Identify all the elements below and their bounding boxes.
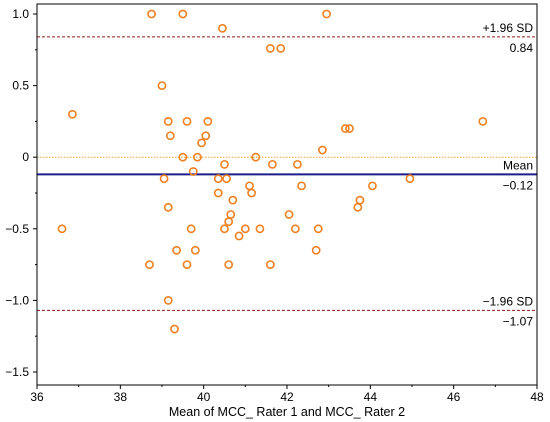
- data-point: [322, 9, 331, 19]
- x-tick-label: 46: [447, 390, 461, 404]
- plot-frame: [36, 3, 538, 386]
- data-point: [318, 145, 327, 155]
- data-point: [163, 202, 173, 212]
- data-point: [228, 195, 238, 205]
- data-point: [68, 109, 77, 119]
- y-tick-label: 0: [22, 150, 29, 164]
- data-point: [182, 260, 192, 269]
- data-point: [276, 43, 286, 53]
- data-point: [355, 195, 365, 205]
- reference-line-labels: +1.96 SD 0.84 Mean −0.12 −1.96 SD −1.07: [483, 21, 534, 329]
- data-point: [201, 131, 211, 141]
- data-point: [145, 260, 154, 269]
- data-point: [265, 43, 275, 53]
- data-point: [172, 245, 181, 255]
- y-tick-label: 0.5: [12, 79, 29, 93]
- data-point: [234, 231, 244, 241]
- data-point: [163, 295, 173, 305]
- data-point: [57, 224, 67, 234]
- data-points: [57, 9, 488, 334]
- data-point: [290, 224, 300, 234]
- data-point: [222, 174, 231, 184]
- data-point: [345, 124, 354, 133]
- y-tick-label: −0.5: [5, 222, 29, 236]
- x-axis-label: Mean of MCC_ Rater 1 and MCC_ Rater 2: [169, 405, 405, 419]
- upper-limit-label-bottom: 0.84: [510, 41, 534, 55]
- data-point: [170, 324, 179, 334]
- data-point: [284, 210, 294, 219]
- x-tick-label: 42: [280, 390, 294, 404]
- mean-label-bottom: −0.12: [503, 178, 534, 192]
- x-tick-label: 48: [530, 390, 544, 404]
- data-point: [265, 260, 275, 269]
- x-tick-label: 40: [197, 390, 211, 404]
- data-point: [297, 181, 306, 191]
- lower-limit-label-top: −1.96 SD: [483, 294, 534, 308]
- data-point: [224, 217, 234, 227]
- data-point: [240, 224, 250, 234]
- upper-limit-label-top: +1.96 SD: [483, 21, 534, 35]
- axes: 36 38 40 42 44 46 48 1.0 0.5 0 −0.5 −1.0 −1.5: [5, 3, 544, 404]
- data-point: [478, 117, 488, 126]
- data-point: [213, 174, 223, 184]
- data-point: [213, 188, 223, 198]
- data-point: [197, 138, 206, 148]
- data-point: [340, 124, 350, 133]
- data-point: [245, 181, 254, 191]
- data-point: [159, 174, 169, 184]
- x-tick-label: 36: [30, 390, 44, 404]
- data-point: [247, 188, 256, 198]
- data-point: [218, 23, 227, 33]
- data-point: [220, 159, 229, 169]
- data-point: [405, 174, 415, 184]
- data-point: [255, 224, 265, 234]
- data-point: [251, 152, 261, 162]
- data-point: [178, 152, 188, 162]
- lower-limit-label-bottom: −1.07: [503, 314, 534, 328]
- data-point: [368, 181, 377, 191]
- data-point: [268, 159, 277, 169]
- data-point: [190, 245, 200, 255]
- data-point: [157, 81, 167, 90]
- y-tick-label: −1.0: [5, 293, 29, 307]
- data-point: [193, 152, 202, 162]
- data-point: [353, 202, 363, 212]
- data-point: [311, 245, 321, 255]
- y-tick-label: 1.0: [12, 7, 29, 21]
- y-tick-label: −1.5: [5, 365, 29, 379]
- data-point: [203, 117, 213, 126]
- x-tick-label: 44: [364, 390, 378, 404]
- data-point: [163, 117, 173, 126]
- data-point: [182, 117, 192, 126]
- data-point: [188, 167, 198, 176]
- data-point: [186, 224, 196, 234]
- data-point: [220, 224, 229, 234]
- x-tick-label: 38: [114, 390, 128, 404]
- data-point: [165, 131, 175, 141]
- data-point: [224, 260, 234, 269]
- data-point: [178, 9, 188, 19]
- data-point: [293, 159, 302, 169]
- data-point: [147, 9, 156, 19]
- reference-lines: [37, 36, 537, 311]
- data-point: [226, 210, 236, 219]
- mean-label-top: Mean: [503, 158, 533, 172]
- data-point: [313, 224, 323, 234]
